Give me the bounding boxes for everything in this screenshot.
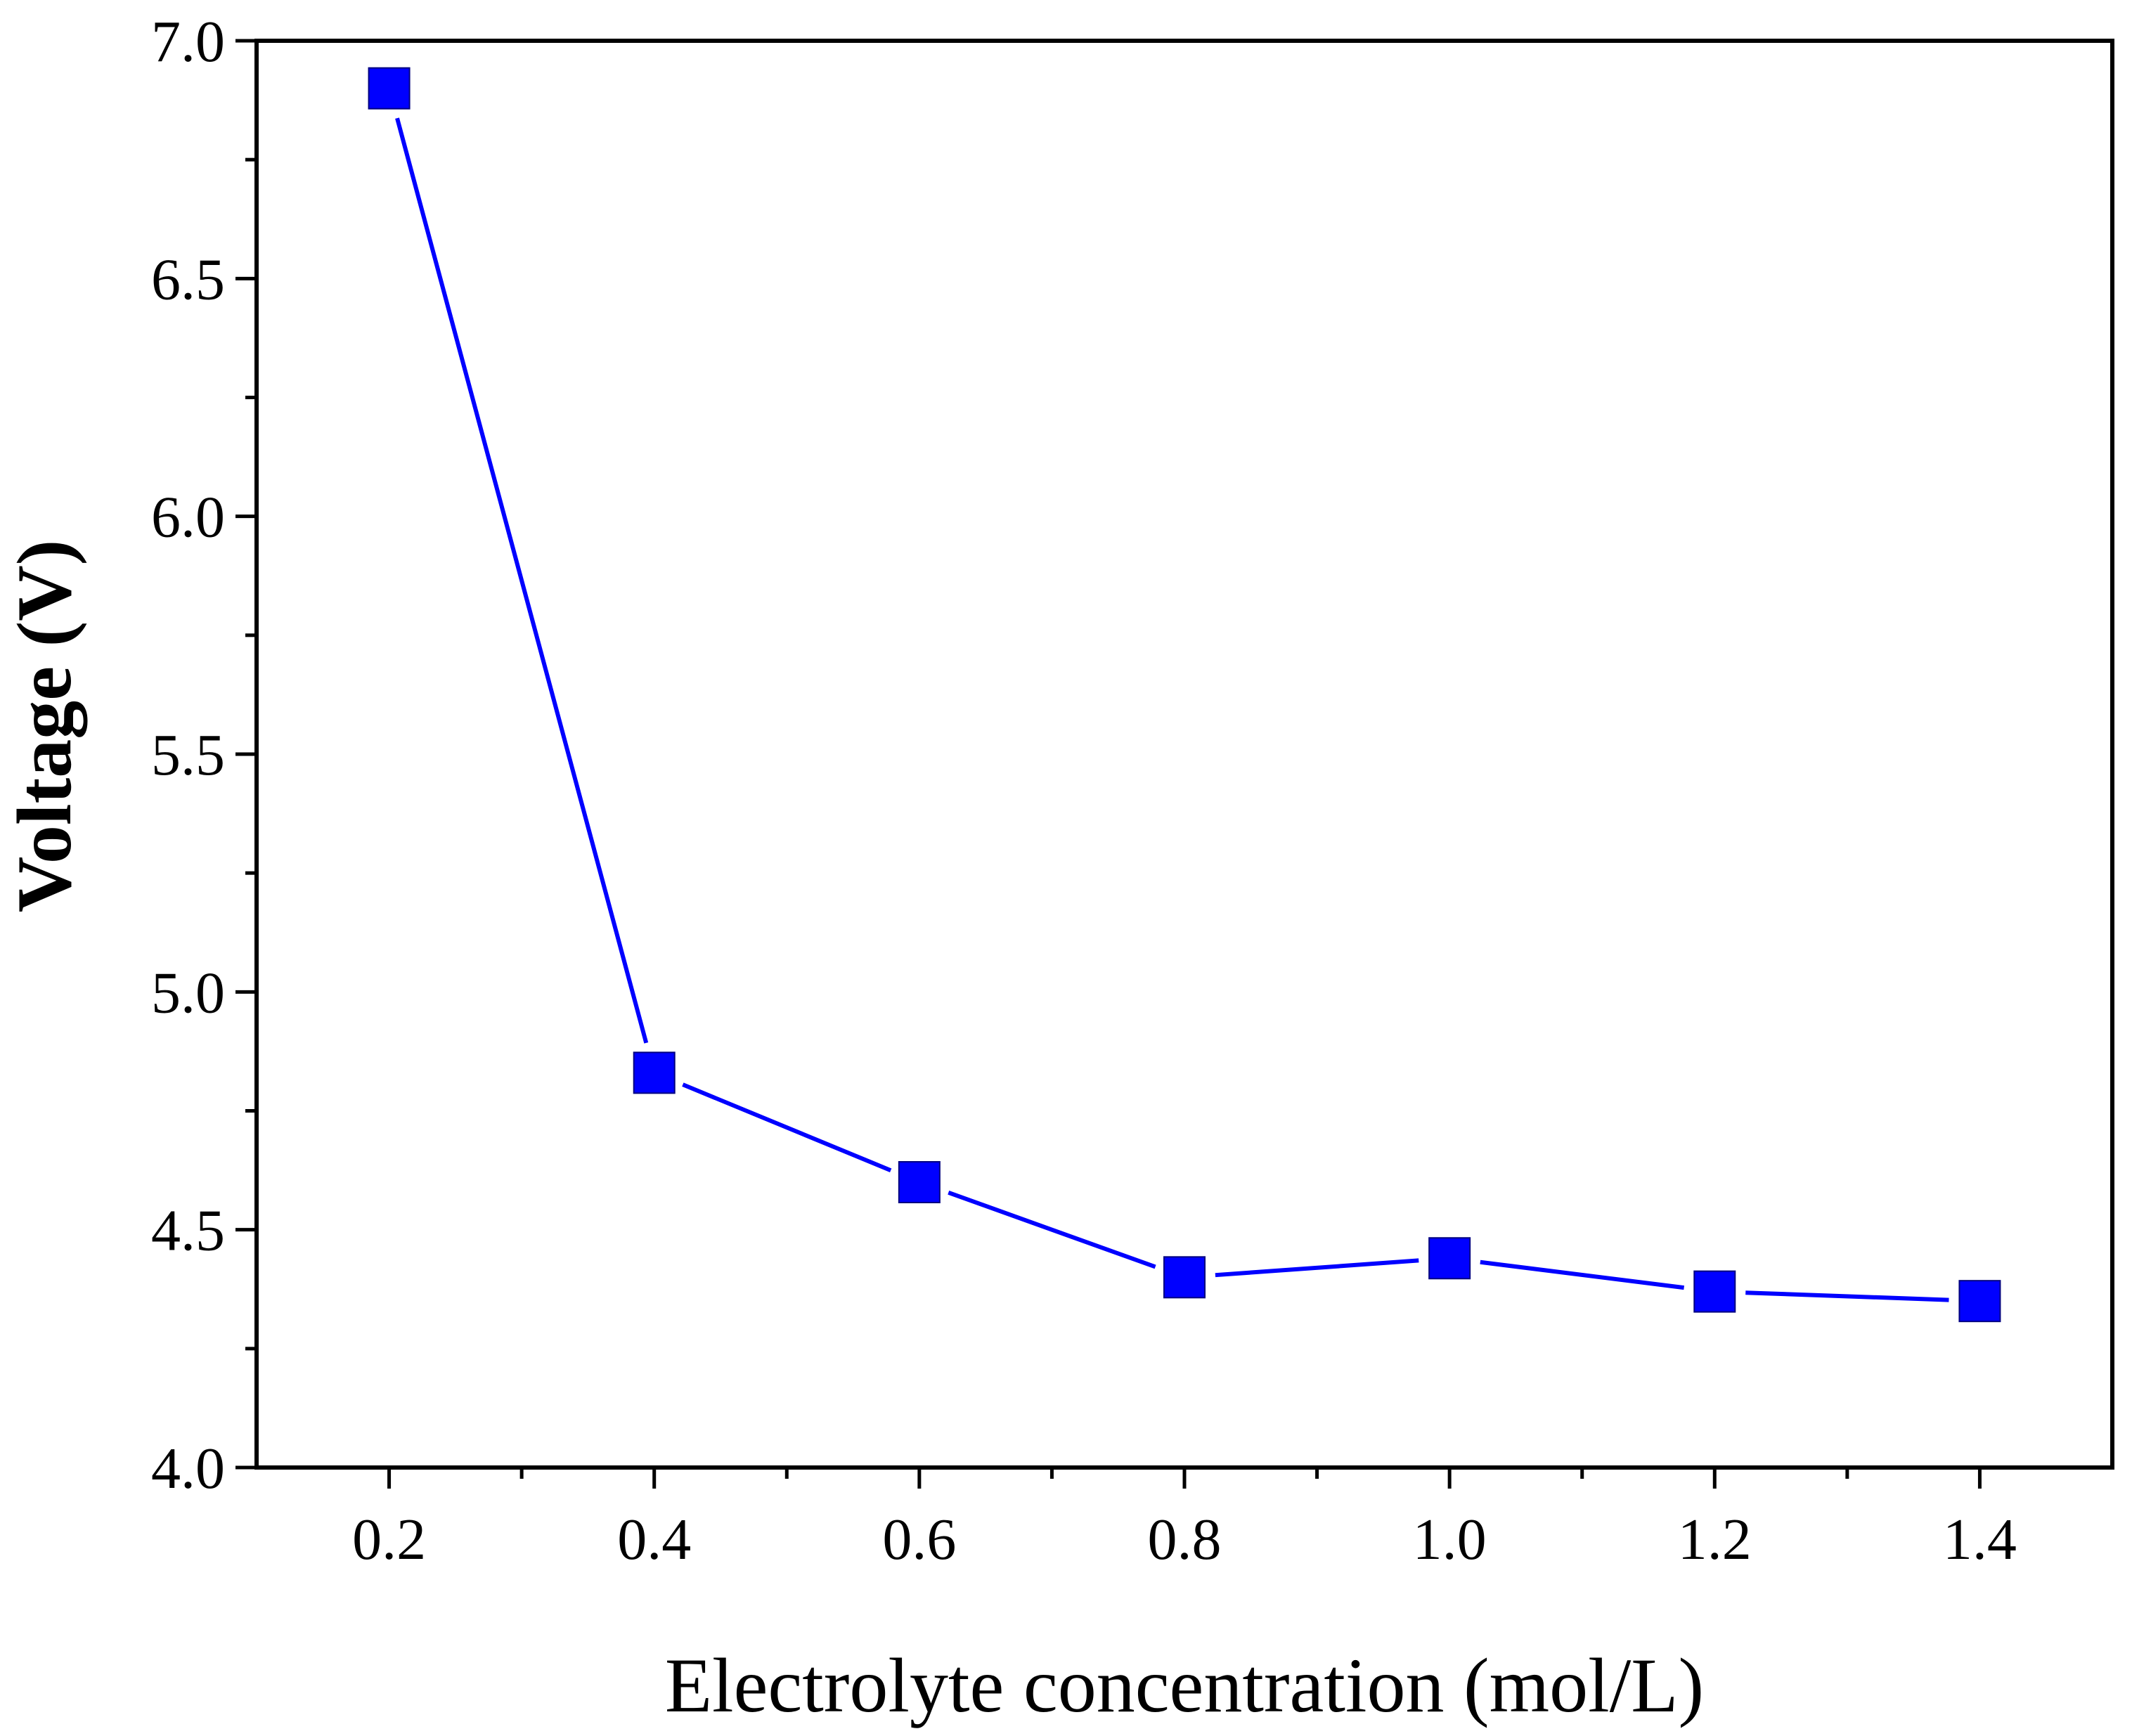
series-line-segment [1480, 1259, 1685, 1290]
y-tick-label: 6.5 [151, 247, 225, 312]
x-tick-label: 1.0 [1413, 1507, 1487, 1572]
data-point-marker [1693, 1270, 1736, 1313]
plot-frame [254, 39, 2114, 1470]
series-line-segment [948, 1191, 1156, 1269]
data-point-marker [368, 67, 411, 110]
data-point-marker [1958, 1280, 2001, 1323]
y-tick-label: 4.0 [151, 1436, 225, 1501]
data-point-marker [1163, 1256, 1206, 1299]
data-point-marker [898, 1161, 941, 1203]
axis-ticks: 0.2 0.4 0.6 0.8 1.0 1.2 1.4 4.0 4.5 5.0 5.5 6.0 6.5 7… [151, 9, 2017, 1572]
y-tick-label: 6.0 [151, 485, 225, 550]
x-tick-label: 1.4 [1943, 1507, 2017, 1572]
y-tick-label: 4.5 [151, 1198, 225, 1264]
series-line-segment [1745, 1290, 1949, 1302]
x-axis-title: Electrolyte concentration (mol/L) [665, 1643, 1704, 1728]
data-point-marker [1428, 1237, 1471, 1280]
x-tick-label: 0.6 [882, 1507, 956, 1572]
x-tick-label: 0.4 [617, 1507, 691, 1572]
x-tick-label: 0.8 [1148, 1507, 1222, 1572]
y-axis-title: Voltage (V) [1, 540, 87, 913]
y-tick-label: 5.5 [151, 723, 225, 788]
data-series [368, 67, 2001, 1323]
series-line-segment [1215, 1258, 1419, 1278]
data-point-marker [633, 1051, 676, 1094]
y-tick-label: 7.0 [151, 9, 225, 75]
x-tick-label: 1.2 [1678, 1507, 1752, 1572]
y-tick-label: 5.0 [151, 960, 225, 1025]
series-line-segment [395, 117, 649, 1044]
series-line-segment [682, 1082, 892, 1172]
x-tick-label: 0.2 [352, 1507, 426, 1572]
